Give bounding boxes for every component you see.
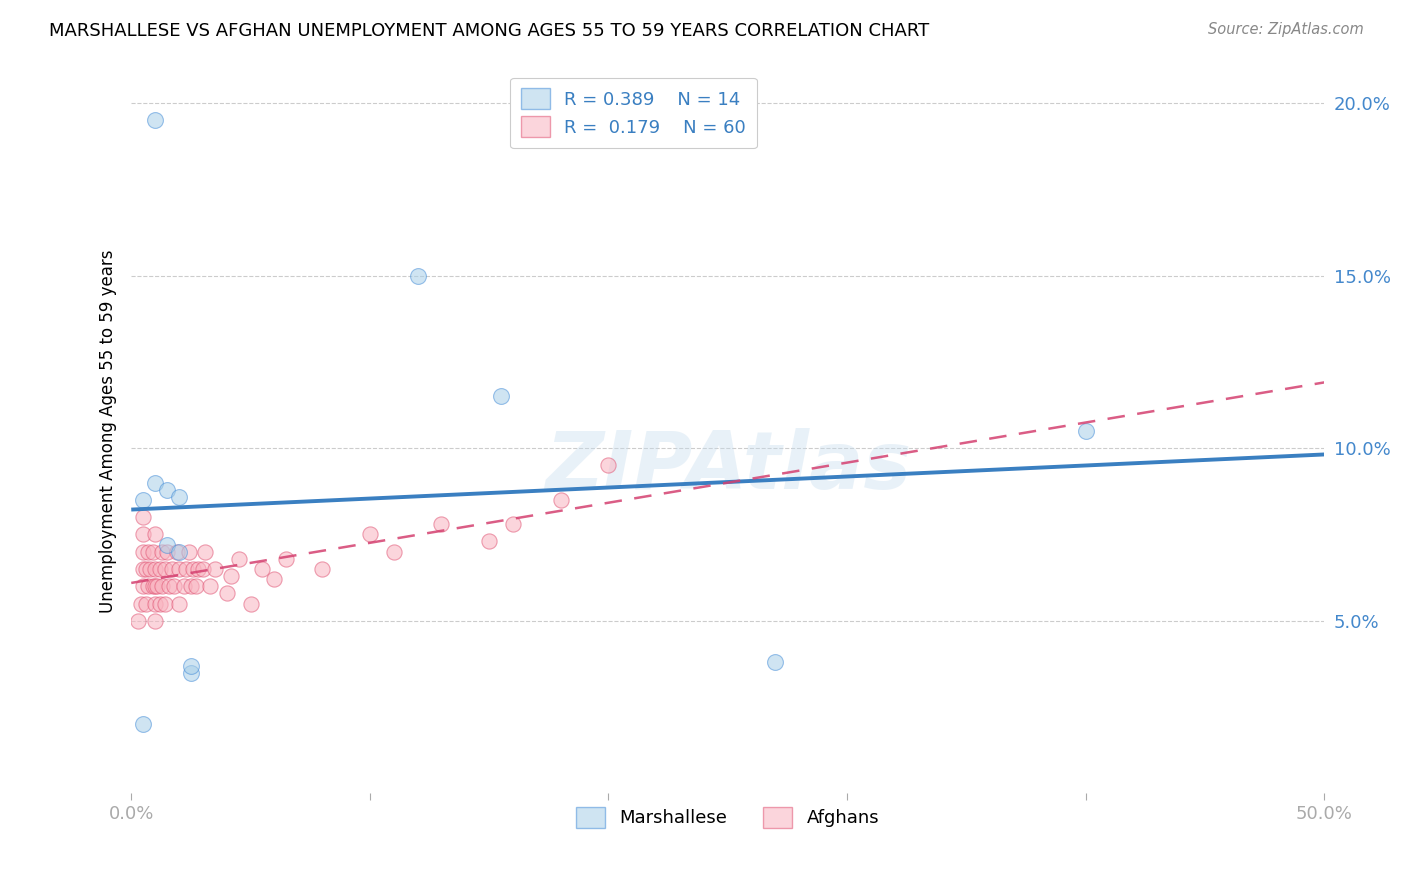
Point [406, 268, 429, 283]
Point [180, 665, 202, 680]
Point [167, 545, 190, 559]
Point [198, 579, 221, 593]
Point [478, 534, 501, 549]
Point [180, 658, 202, 673]
Point [311, 562, 333, 576]
Point [132, 717, 155, 731]
Point [191, 562, 214, 576]
Point [132, 510, 155, 524]
Point [187, 562, 209, 576]
Point [252, 562, 274, 576]
Point [136, 545, 159, 559]
Point [127, 614, 149, 628]
Point [143, 527, 166, 541]
Point [215, 586, 238, 600]
Y-axis label: Unemployment Among Ages 55 to 59 years: Unemployment Among Ages 55 to 59 years [100, 249, 117, 613]
Point [382, 545, 405, 559]
Point [153, 562, 176, 576]
Point [132, 527, 155, 541]
Point [150, 579, 173, 593]
Point [132, 579, 155, 593]
Point [146, 579, 169, 593]
Text: ZIPAtlas: ZIPAtlas [544, 428, 911, 506]
Point [143, 475, 166, 490]
Point [156, 538, 179, 552]
Point [143, 113, 166, 128]
Point [359, 527, 381, 541]
Point [174, 562, 197, 576]
Point [132, 562, 155, 576]
Point [550, 492, 572, 507]
Text: Source: ZipAtlas.com: Source: ZipAtlas.com [1208, 22, 1364, 37]
Point [135, 597, 157, 611]
Point [149, 597, 172, 611]
Point [135, 562, 157, 576]
Point [181, 562, 204, 576]
Point [163, 579, 186, 593]
Point [142, 579, 165, 593]
Point [173, 579, 195, 593]
Point [489, 389, 512, 403]
Point [156, 483, 179, 497]
Point [166, 545, 188, 559]
Point [221, 569, 243, 583]
Point [143, 579, 166, 593]
Point [177, 545, 200, 559]
Point [136, 579, 159, 593]
Point [1074, 424, 1097, 438]
Point [239, 597, 262, 611]
Point [143, 597, 166, 611]
Text: MARSHALLESE VS AFGHAN UNEMPLOYMENT AMONG AGES 55 TO 59 YEARS CORRELATION CHART: MARSHALLESE VS AFGHAN UNEMPLOYMENT AMONG… [49, 22, 929, 40]
Point [156, 545, 179, 559]
Point [143, 614, 166, 628]
Point [150, 545, 173, 559]
Point [142, 545, 165, 559]
Point [143, 562, 166, 576]
Point [167, 562, 190, 576]
Point [204, 562, 226, 576]
Point [160, 562, 183, 576]
Point [139, 562, 162, 576]
Point [430, 517, 453, 532]
Point [149, 562, 172, 576]
Point [184, 579, 207, 593]
Point [194, 545, 217, 559]
Point [132, 545, 155, 559]
Point [132, 492, 155, 507]
Point [167, 490, 190, 504]
Point [263, 572, 285, 586]
Legend: Marshallese, Afghans: Marshallese, Afghans [569, 800, 887, 835]
Point [180, 579, 202, 593]
Point [167, 597, 190, 611]
Point [153, 597, 176, 611]
Point [276, 551, 298, 566]
Point [228, 551, 250, 566]
Point [159, 579, 181, 593]
Point [598, 458, 620, 473]
Point [129, 597, 152, 611]
Point [765, 655, 787, 669]
Point [502, 517, 524, 532]
